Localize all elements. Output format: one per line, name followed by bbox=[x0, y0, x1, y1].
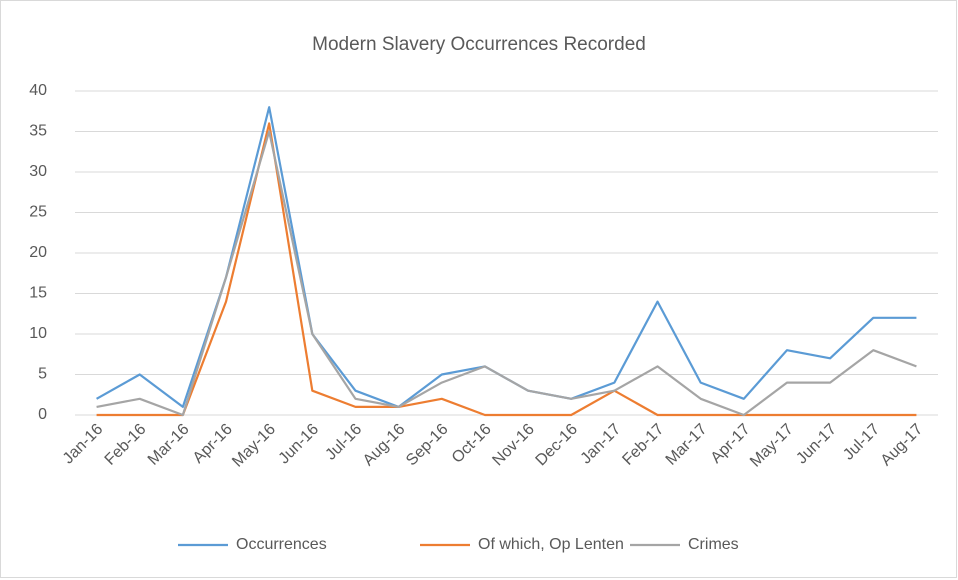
y-tick-label: 10 bbox=[29, 325, 47, 342]
y-tick-label: 40 bbox=[29, 82, 47, 99]
y-tick-label: 0 bbox=[38, 406, 47, 423]
y-tick-label: 5 bbox=[38, 366, 47, 383]
chart-title: Modern Slavery Occurrences Recorded bbox=[312, 34, 646, 55]
y-tick-label: 30 bbox=[29, 163, 47, 180]
y-tick-label: 15 bbox=[29, 285, 47, 302]
line-series bbox=[96, 130, 917, 417]
legend-label: Crimes bbox=[688, 536, 739, 553]
legend-label: Of which, Op Lenten bbox=[478, 536, 624, 553]
line-series bbox=[96, 122, 917, 417]
y-tick-label: 35 bbox=[29, 123, 47, 140]
legend-label: Occurrences bbox=[236, 536, 327, 553]
y-tick-label: 20 bbox=[29, 244, 47, 261]
y-tick-label: 25 bbox=[29, 204, 47, 221]
